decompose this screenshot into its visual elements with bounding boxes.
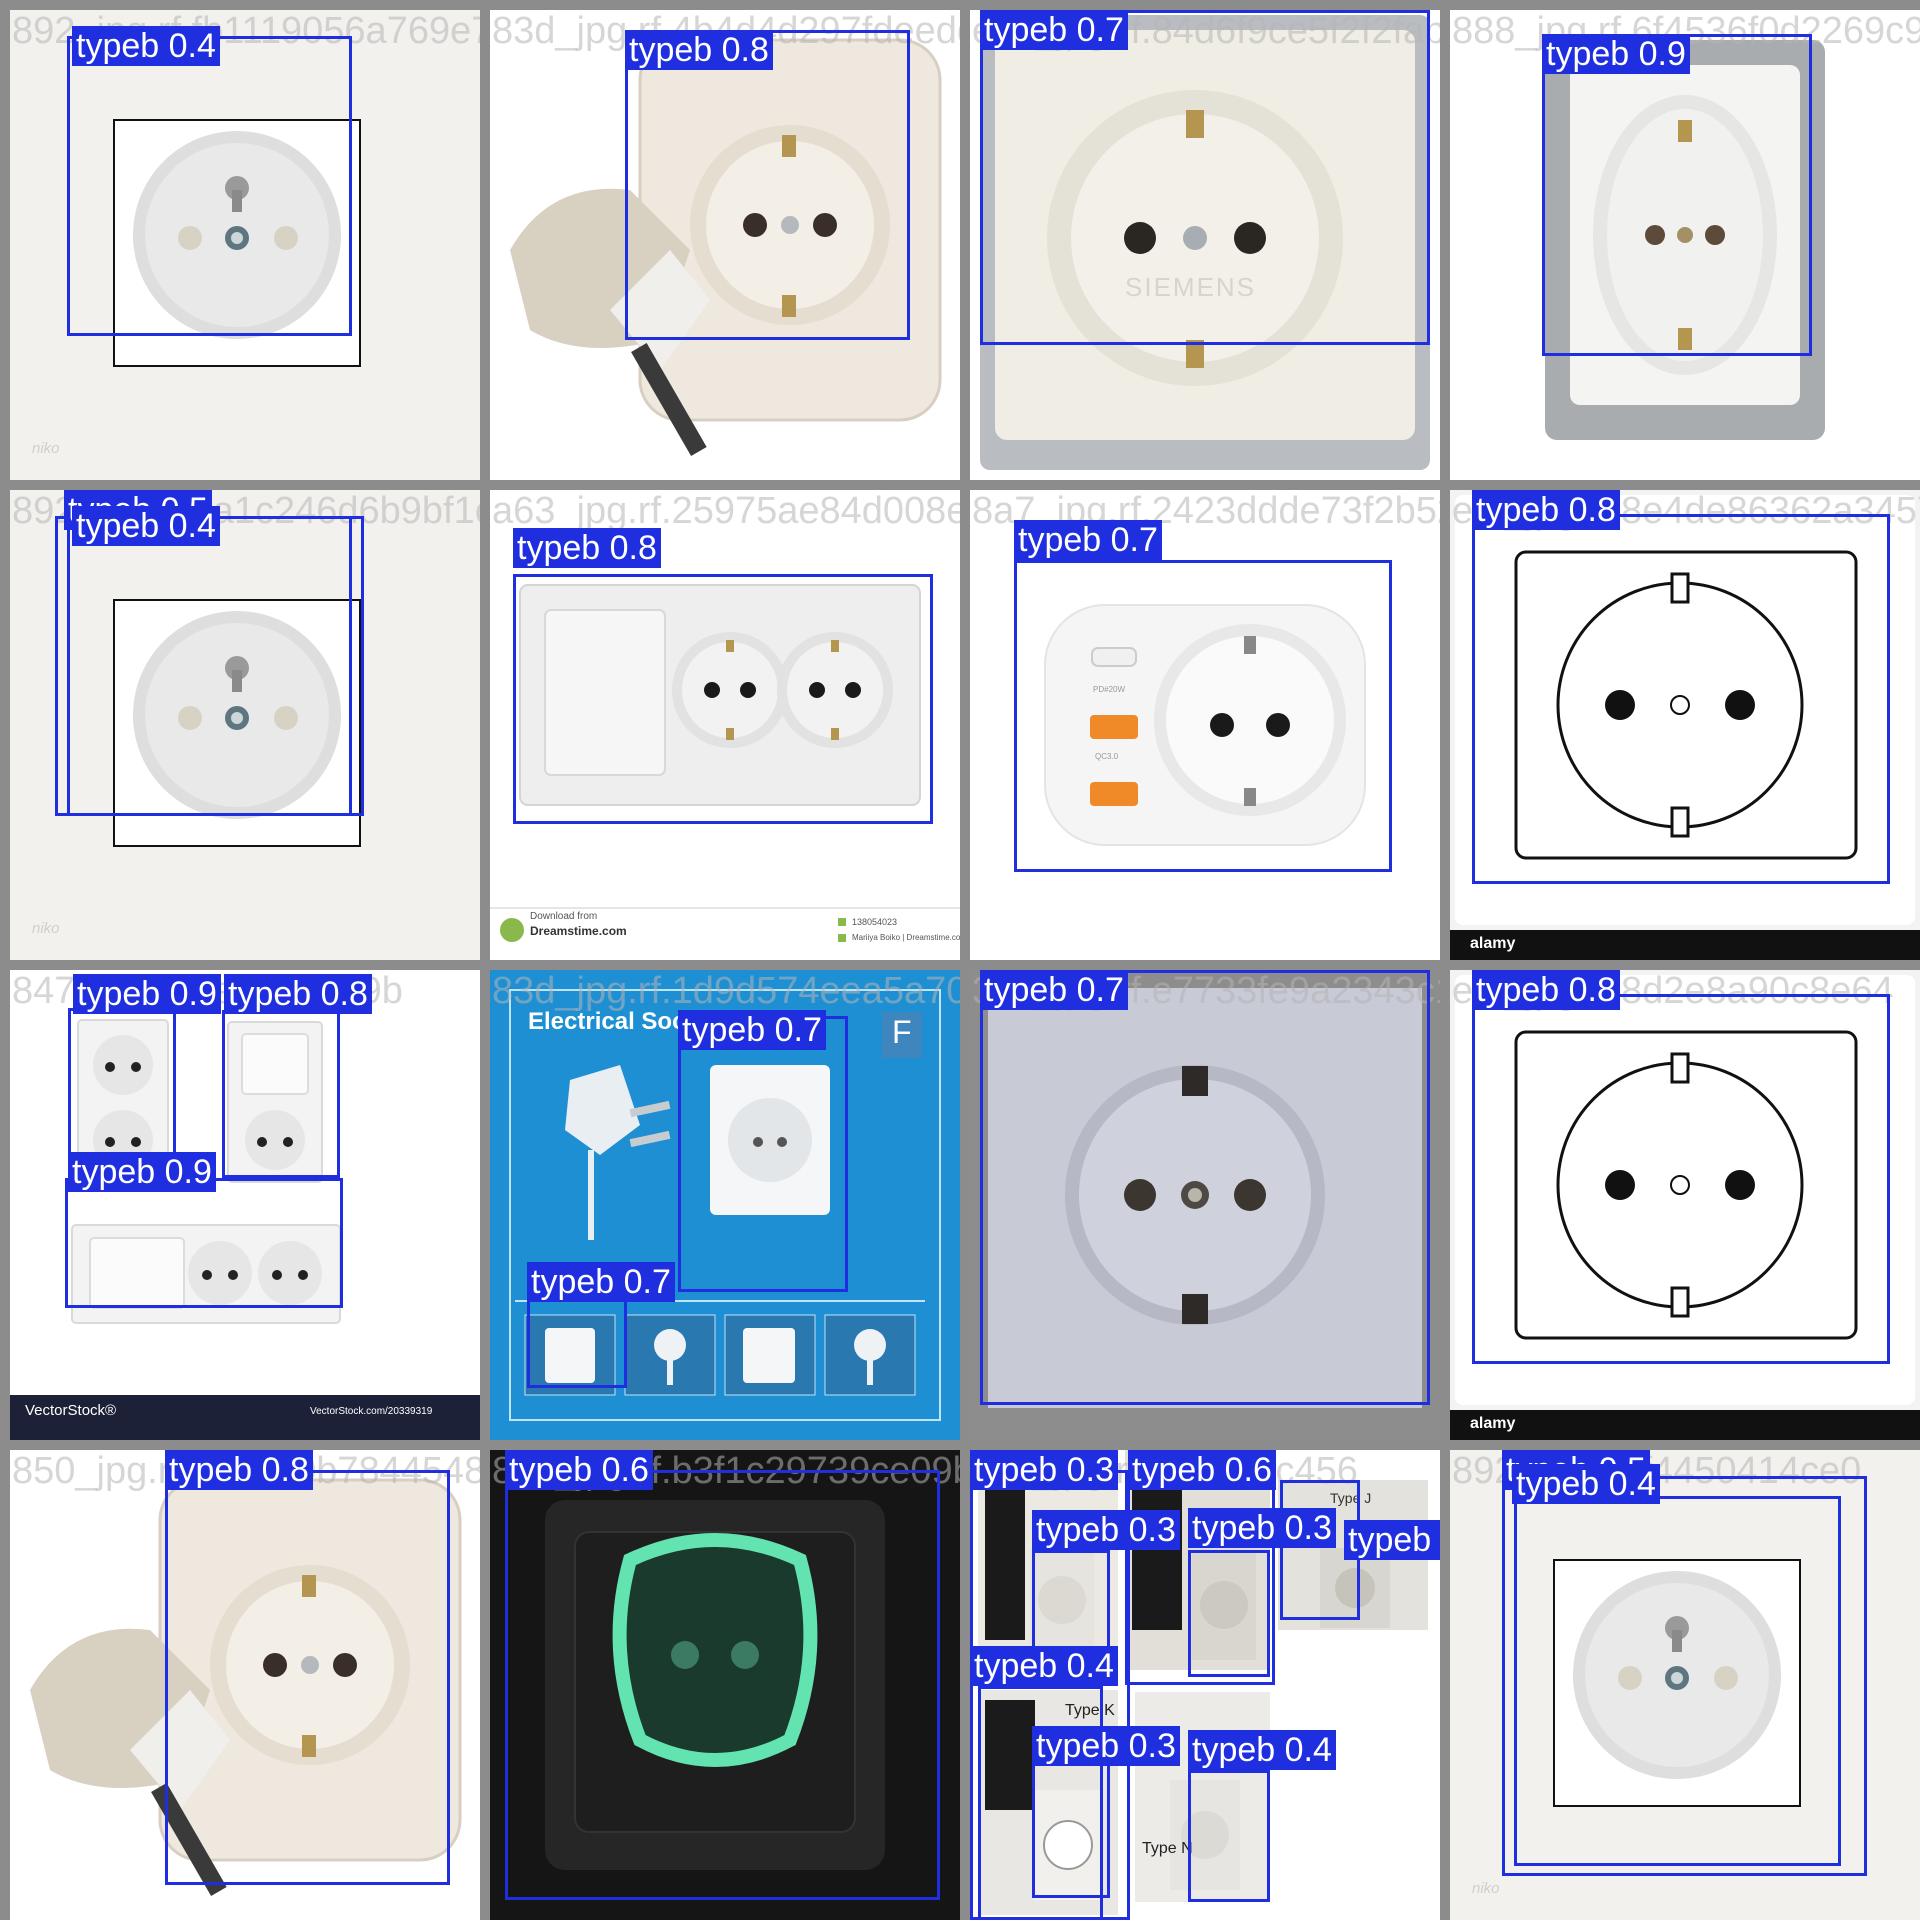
detection-label: typeb 0.8 [1472,970,1620,1010]
tile-plug-socket-1: 83d_jpg.rf.4b4d4d297fdeeddf78typeb 0.8 [490,10,960,480]
charger-qc-label: QC3.0 [1095,752,1119,761]
detection-label: typeb 0.4 [970,1646,1118,1686]
tile-filename: 83d_jpg.rf.1d9d574eea5a7089 [492,970,960,1012]
dreamstime-id: 138054023 [852,917,898,927]
vectorstock-logo: VectorStock® [25,1402,117,1419]
detection-box [65,1178,343,1308]
detection-box [1188,1770,1270,1902]
detection-box [1542,34,1812,356]
detection-label: typeb 0.4 [1188,1730,1336,1770]
detection-label: typeb 0.3 [1188,1508,1336,1548]
dreamstime-line2: Dreamstime.com [530,924,627,938]
niko-watermark: niko [32,920,60,937]
detection-box [505,1470,940,1900]
french-socket-image [10,490,480,960]
detection-label: typeb 0.8 [625,30,773,70]
type-j-label: Type J [1330,1490,1372,1506]
niko-watermark: niko [1472,1880,1500,1897]
detection-label: typeb 0.4 [72,26,220,66]
detection-label: typeb 0.8 [165,1450,313,1490]
detection-label: typeb 0.6 [1128,1450,1276,1490]
tile-french-socket-3: niko 892_jpg.rf.ff4450414ce0typeb 0.5typ… [1450,1450,1920,1920]
french-socket-image [10,10,480,480]
detection-label: typeb 0.4 [72,506,220,546]
tile-type-collage: Type J Type K Type N a6c_jpg.rf.ea7ff0ac… [970,1450,1440,1920]
tile-smart-glow-socket: 8b3_jpg.rf.b3f1c29739ce09b0 typeb 0.6 [490,1450,960,1920]
dreamstime-author: Mariiya Boiko | Dreamstime.com [852,933,960,942]
alamy-watermark: alamy [1470,935,1516,952]
detection-label: typeb 0.7 [527,1262,675,1302]
detection-box [527,1298,627,1388]
siemens-socket-image [970,10,1440,480]
detection-box [222,1010,340,1178]
tile-gray-socket: 3ea_jpg.rf.e7733fe9a2343c1d typeb 0.7 [970,970,1440,1440]
detection-label: typeb 0.6 [1344,1520,1440,1560]
tile-siemens-socket: SIEMENS e88_jpg.rf.84d6f9ce5f2f2fab8f typ… [970,10,1440,480]
usb-charger-socket-image [970,490,1440,960]
detection-box [1188,1550,1270,1677]
detection-label: typeb 0.7 [980,10,1128,50]
detection-box [1472,994,1890,1364]
detection-label: typeb 0.3 [1032,1726,1180,1766]
dreamstime-line1: Download from [530,911,598,922]
detection-box [165,1470,450,1885]
detection-box [513,574,933,824]
detection-box [1472,514,1890,884]
tile-french-socket-1: niko 892_jpg.rf.fb1119056a769e7850typeb … [10,10,480,480]
poster-badge: F [892,1014,912,1050]
detection-box [980,970,1430,1405]
detection-label: typeb 0.4 [1512,1464,1660,1504]
niko-watermark: niko [32,440,60,457]
tile-socket-metal-plate: 888_jpg.rf.6f4536f0d2269c91 typeb 0.9 [1450,10,1920,480]
detection-label: typeb 0.9 [68,1152,216,1192]
tile-electrical-socket-poster: Electrical Socket F 83d_jpg.rf.1d9d574ee… [490,970,960,1440]
charger-pd-label: PD#20W [1093,685,1126,694]
detection-box [1502,1476,1867,1876]
tile-french-socket-2: niko 892_jpg.rf.2a1c246d6b9bf1ca typeb 0.… [10,490,480,960]
vectorstock-url: VectorStock.com/20339319 [310,1406,433,1417]
french-socket-image [1450,1450,1920,1920]
tile-filename: a63_jpg.rf.25975ae84d008e128 [492,490,960,532]
alamy-watermark: alamy [1470,1415,1516,1432]
vectorstock-sockets-image [10,970,480,1440]
detection-label: typeb 0.7 [678,1010,826,1050]
tile-line-drawing-socket-1: alamy e3f_jpg.rf.8e4de86362a3457 typeb 0.… [1450,490,1920,960]
plug-socket-image [490,10,960,480]
detection-label: typeb 0.7 [1014,520,1162,560]
tile-vectorstock-sockets: VectorStock® VectorStock.com/20339319 84… [10,970,480,1440]
detection-label: typeb 0.8 [1472,490,1620,530]
tile-switch-double-socket: Download from Dreamstime.com 138054023 M… [490,490,960,960]
detection-label: typeb 0.6 [505,1450,653,1490]
detection-box [1514,1496,1841,1866]
detection-box [978,1686,1103,1920]
tile-usb-charger-socket: PD#20W QC3.0 8a7_jpg.rf.2423ddde73f2b527… [970,490,1440,960]
detection-box [678,1016,848,1292]
detection-label: typeb 0.8 [513,528,661,568]
switch-double-socket-image [490,490,960,960]
detection-box [625,30,910,340]
tile-line-drawing-socket-2: alamy e3f_jpg.rf.8d2e8a90c8e64 typeb 0.8 [1450,970,1920,1440]
detection-label: typeb 0.7 [980,970,1128,1010]
detection-label: typeb 0.8 [224,974,372,1014]
detection-label: typeb 0.9 [1542,34,1690,74]
detection-box [1014,560,1392,872]
tile-plug-socket-2: 850_jpg.rf.a3c0a0b7844548atypeb 0.8 [10,1450,480,1920]
socket-metal-plate-image [1450,10,1920,480]
detection-label: typeb 0.3 [970,1450,1118,1490]
detection-box [67,36,352,336]
siemens-logo: SIEMENS [1125,272,1257,302]
detection-box [67,516,364,816]
detection-box [980,10,1430,345]
detection-label: typeb 0.9 [73,974,221,1014]
detection-label: typeb 0.3 [1032,1510,1180,1550]
plug-socket-image [10,1450,480,1920]
gray-socket-image [970,970,1440,1440]
type-n-label: Type N [1142,1840,1193,1857]
smart-glow-socket-image [490,1450,960,1920]
